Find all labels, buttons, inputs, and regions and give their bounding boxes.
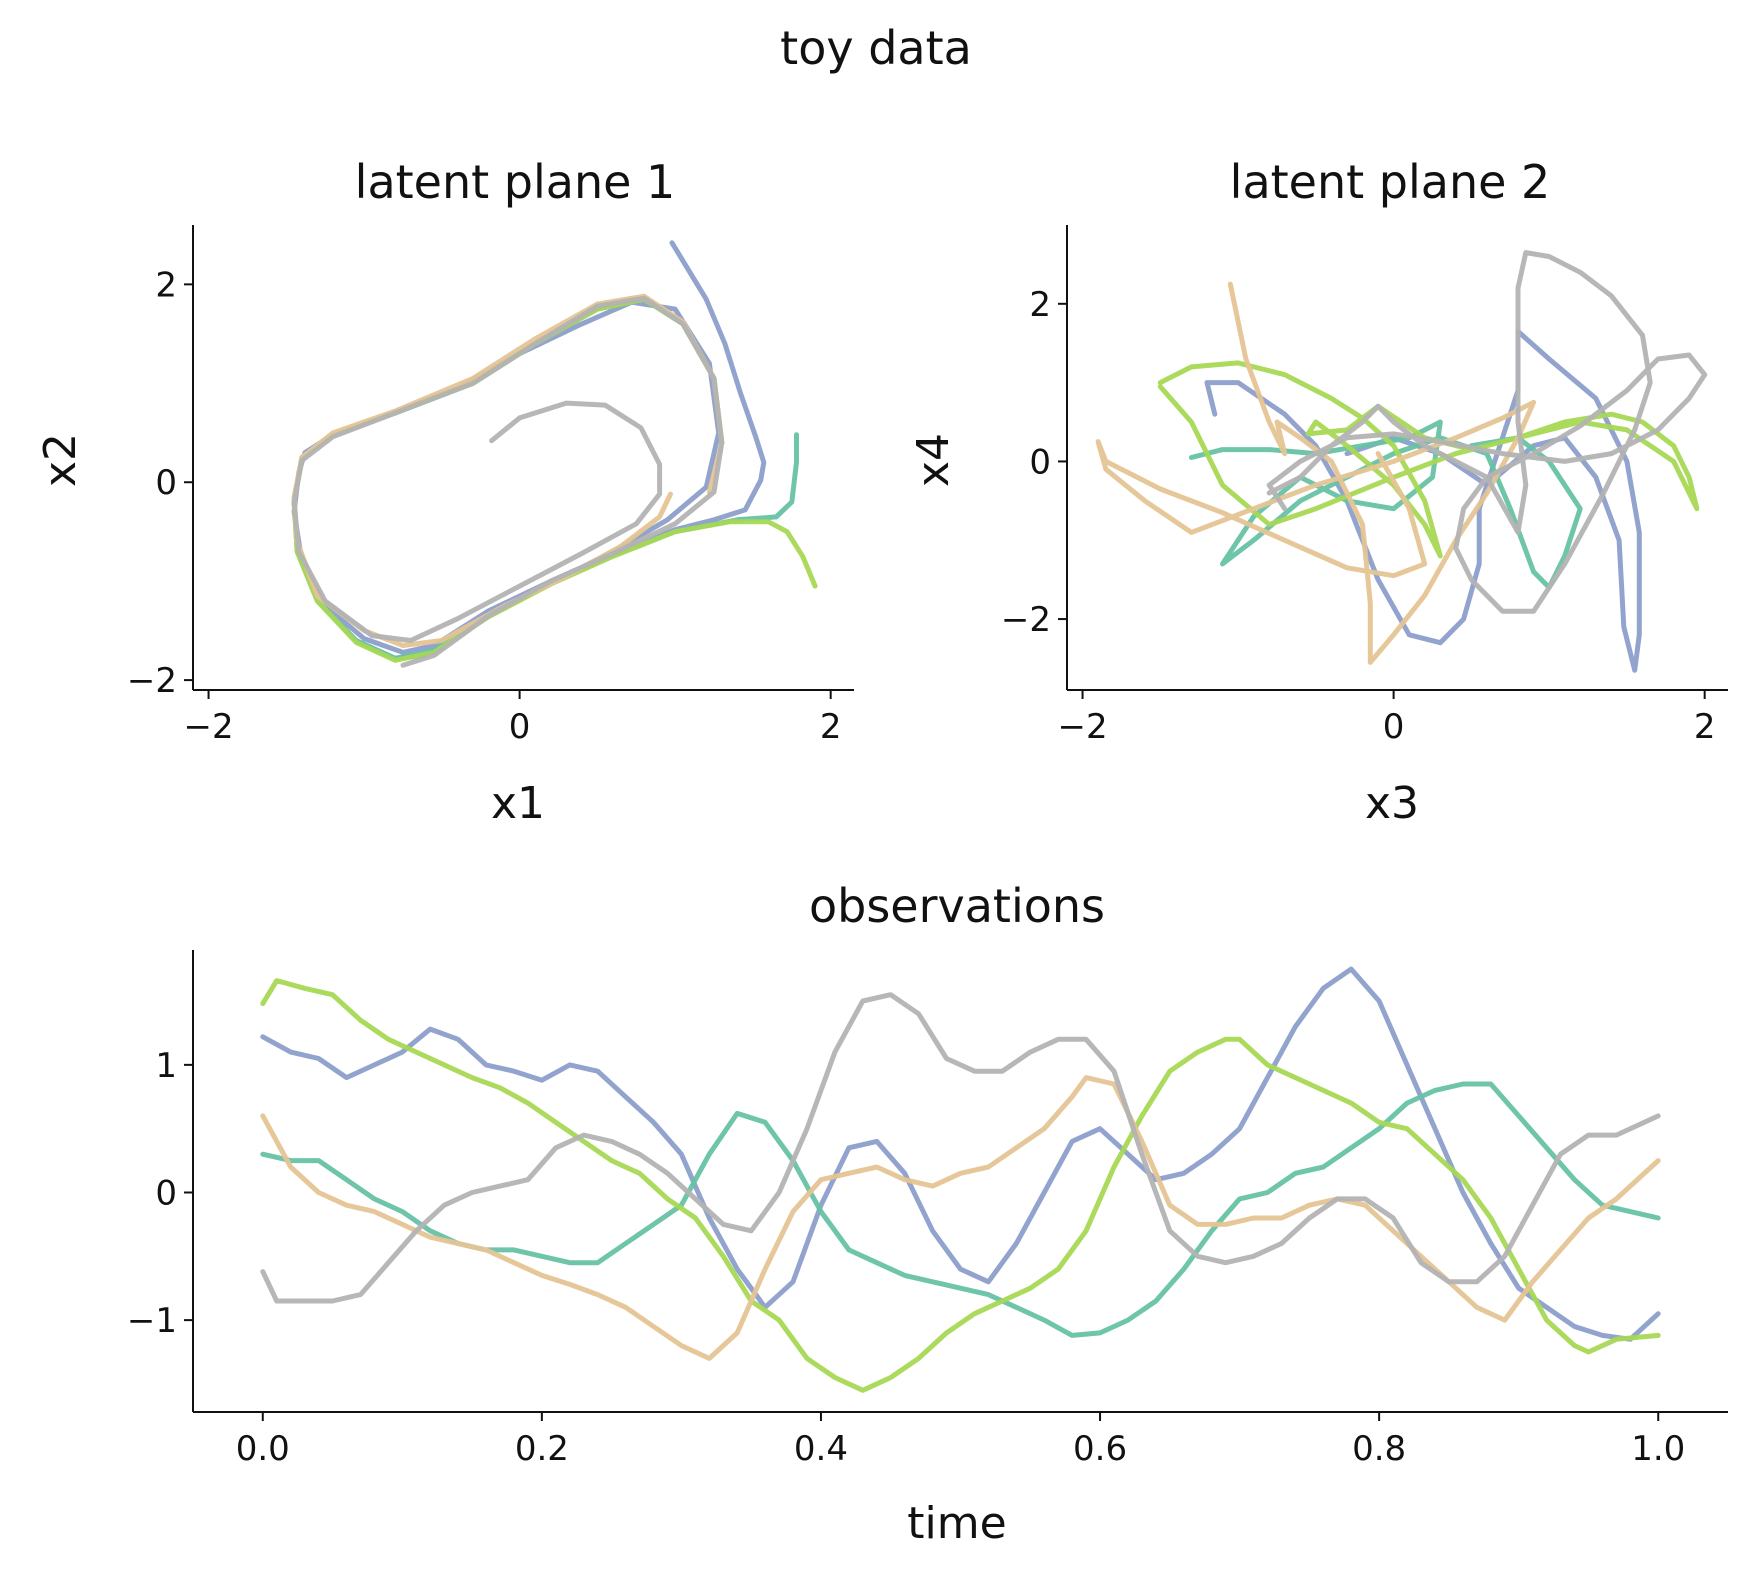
panel-latent-plane-2: latent plane 2 x3 x4 −2 0 2 −2 0 2 bbox=[908, 155, 1728, 829]
y-axis-label: x2 bbox=[35, 433, 86, 487]
x-axis-label: x3 bbox=[1365, 778, 1419, 829]
y-tick-label: 0 bbox=[1029, 442, 1051, 482]
y-tick-label: 1 bbox=[155, 1046, 177, 1086]
x-axis-label: time bbox=[907, 1498, 1006, 1549]
x-tick-label: 2 bbox=[1694, 707, 1716, 747]
x-tick-label: 0 bbox=[1383, 707, 1405, 747]
y-tick-label: 0 bbox=[155, 463, 177, 503]
panel-title: observations bbox=[809, 879, 1105, 933]
series-line-3 bbox=[260, 978, 1661, 1393]
x-tick-label: 0 bbox=[509, 707, 531, 747]
series-line-2 bbox=[291, 296, 799, 661]
y-tick-label: 2 bbox=[155, 265, 177, 305]
y-tick-label: −2 bbox=[127, 661, 177, 701]
series-line-2 bbox=[1188, 419, 1583, 590]
series-line-5 bbox=[260, 992, 1661, 1304]
x-axis-label: x1 bbox=[491, 778, 545, 829]
panel-observations: observations time 0.0 0.2 0.4 0.6 0.8 1.0 −1 0 1 bbox=[127, 879, 1728, 1549]
y-tick-label: 0 bbox=[155, 1173, 177, 1213]
x-tick-label: 2 bbox=[820, 707, 842, 747]
series-line-2 bbox=[260, 1081, 1661, 1338]
x-tick-label: 0.4 bbox=[794, 1429, 848, 1469]
series-line-3 bbox=[291, 296, 818, 663]
series-line-4 bbox=[1095, 281, 1537, 665]
panel-title: latent plane 1 bbox=[355, 155, 676, 209]
x-tick-label: 0.0 bbox=[236, 1429, 290, 1469]
y-tick-label: −1 bbox=[127, 1301, 177, 1341]
y-axis-label: x4 bbox=[908, 433, 959, 487]
x-tick-label: 0.2 bbox=[515, 1429, 569, 1469]
series-line-5 bbox=[1266, 250, 1708, 614]
x-tick-label: 0.8 bbox=[1352, 1429, 1406, 1469]
series-line-5 bbox=[291, 295, 725, 668]
panel-latent-plane-1: latent plane 1 x1 x2 −2 0 2 −2 0 2 bbox=[35, 155, 854, 829]
figure-suptitle: toy data bbox=[780, 21, 972, 75]
y-tick-label: −2 bbox=[1001, 600, 1051, 640]
x-tick-label: −2 bbox=[183, 707, 233, 747]
y-tick-label: 2 bbox=[1029, 285, 1051, 325]
x-tick-label: −2 bbox=[1057, 707, 1107, 747]
series-line-1 bbox=[260, 966, 1661, 1342]
series-line-4 bbox=[260, 1075, 1661, 1361]
x-tick-label: 0.6 bbox=[1073, 1429, 1127, 1469]
panel-title: latent plane 2 bbox=[1230, 155, 1551, 209]
x-tick-label: 1.0 bbox=[1631, 1429, 1685, 1469]
